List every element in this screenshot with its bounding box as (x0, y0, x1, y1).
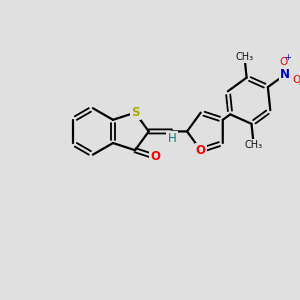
Text: CH₃: CH₃ (236, 52, 253, 62)
Text: O: O (292, 75, 300, 85)
Text: +: + (285, 53, 292, 62)
Text: O: O (150, 150, 160, 163)
Text: −: − (298, 80, 300, 89)
Text: O: O (196, 144, 206, 157)
Text: O: O (279, 57, 288, 67)
Text: N: N (280, 68, 290, 81)
Text: CH₃: CH₃ (244, 140, 263, 150)
Text: S: S (131, 106, 139, 119)
Text: H: H (168, 132, 176, 146)
